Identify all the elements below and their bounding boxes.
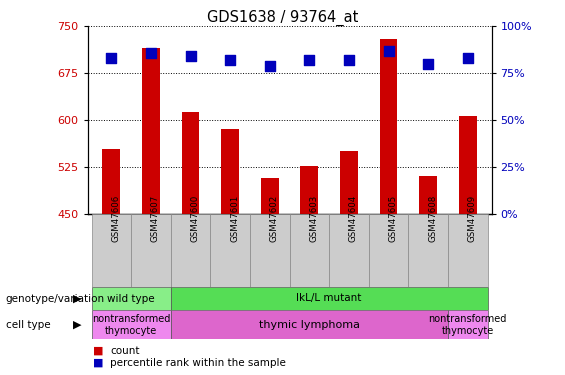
- Text: GSM47604: GSM47604: [349, 195, 358, 243]
- Bar: [369, 214, 408, 287]
- Text: GSM47609: GSM47609: [468, 195, 477, 242]
- Bar: [92, 214, 131, 287]
- Text: GSM47605: GSM47605: [389, 195, 398, 243]
- Text: ■: ■: [93, 358, 104, 368]
- Text: genotype/variation: genotype/variation: [6, 294, 105, 303]
- Text: GSM47606: GSM47606: [111, 195, 120, 243]
- Bar: [181, 112, 199, 214]
- Point: [186, 53, 195, 59]
- Bar: [171, 287, 488, 310]
- Bar: [210, 214, 250, 287]
- Bar: [290, 214, 329, 287]
- Text: GSM47601: GSM47601: [230, 195, 239, 243]
- Text: thymic lymphoma: thymic lymphoma: [259, 320, 360, 330]
- Text: ■: ■: [93, 346, 104, 355]
- Bar: [448, 214, 488, 287]
- Text: count: count: [110, 346, 140, 355]
- Bar: [142, 48, 160, 214]
- Text: GSM47603: GSM47603: [310, 195, 318, 243]
- Point: [107, 55, 116, 61]
- Point: [424, 61, 433, 67]
- Bar: [340, 151, 358, 214]
- Text: ▶: ▶: [73, 294, 82, 303]
- Bar: [102, 149, 120, 214]
- Point: [225, 57, 234, 63]
- Text: IkL/L mutant: IkL/L mutant: [297, 294, 362, 303]
- Text: ▶: ▶: [73, 320, 82, 330]
- Bar: [171, 310, 448, 339]
- Text: GSM47607: GSM47607: [151, 195, 160, 243]
- Point: [305, 57, 314, 63]
- Text: GSM47608: GSM47608: [428, 195, 437, 243]
- Bar: [419, 176, 437, 214]
- Text: GDS1638 / 93764_at: GDS1638 / 93764_at: [207, 9, 358, 26]
- Text: GSM47602: GSM47602: [270, 195, 279, 243]
- Bar: [250, 214, 290, 287]
- Text: nontransformed
thymocyte: nontransformed thymocyte: [429, 314, 507, 336]
- Bar: [329, 214, 369, 287]
- Point: [265, 63, 274, 69]
- Bar: [92, 287, 171, 310]
- Point: [146, 50, 155, 55]
- Bar: [92, 310, 171, 339]
- Bar: [301, 166, 318, 214]
- Point: [463, 55, 472, 61]
- Text: GSM47600: GSM47600: [190, 195, 199, 243]
- Bar: [171, 214, 210, 287]
- Bar: [261, 178, 279, 214]
- Bar: [448, 310, 488, 339]
- Point: [384, 48, 393, 54]
- Bar: [459, 116, 477, 214]
- Point: [345, 57, 354, 63]
- Bar: [408, 214, 448, 287]
- Text: nontransformed
thymocyte: nontransformed thymocyte: [92, 314, 170, 336]
- Bar: [380, 39, 398, 214]
- Bar: [131, 214, 171, 287]
- Bar: [221, 129, 239, 214]
- Text: percentile rank within the sample: percentile rank within the sample: [110, 358, 286, 368]
- Text: wild type: wild type: [107, 294, 155, 303]
- Text: cell type: cell type: [6, 320, 50, 330]
